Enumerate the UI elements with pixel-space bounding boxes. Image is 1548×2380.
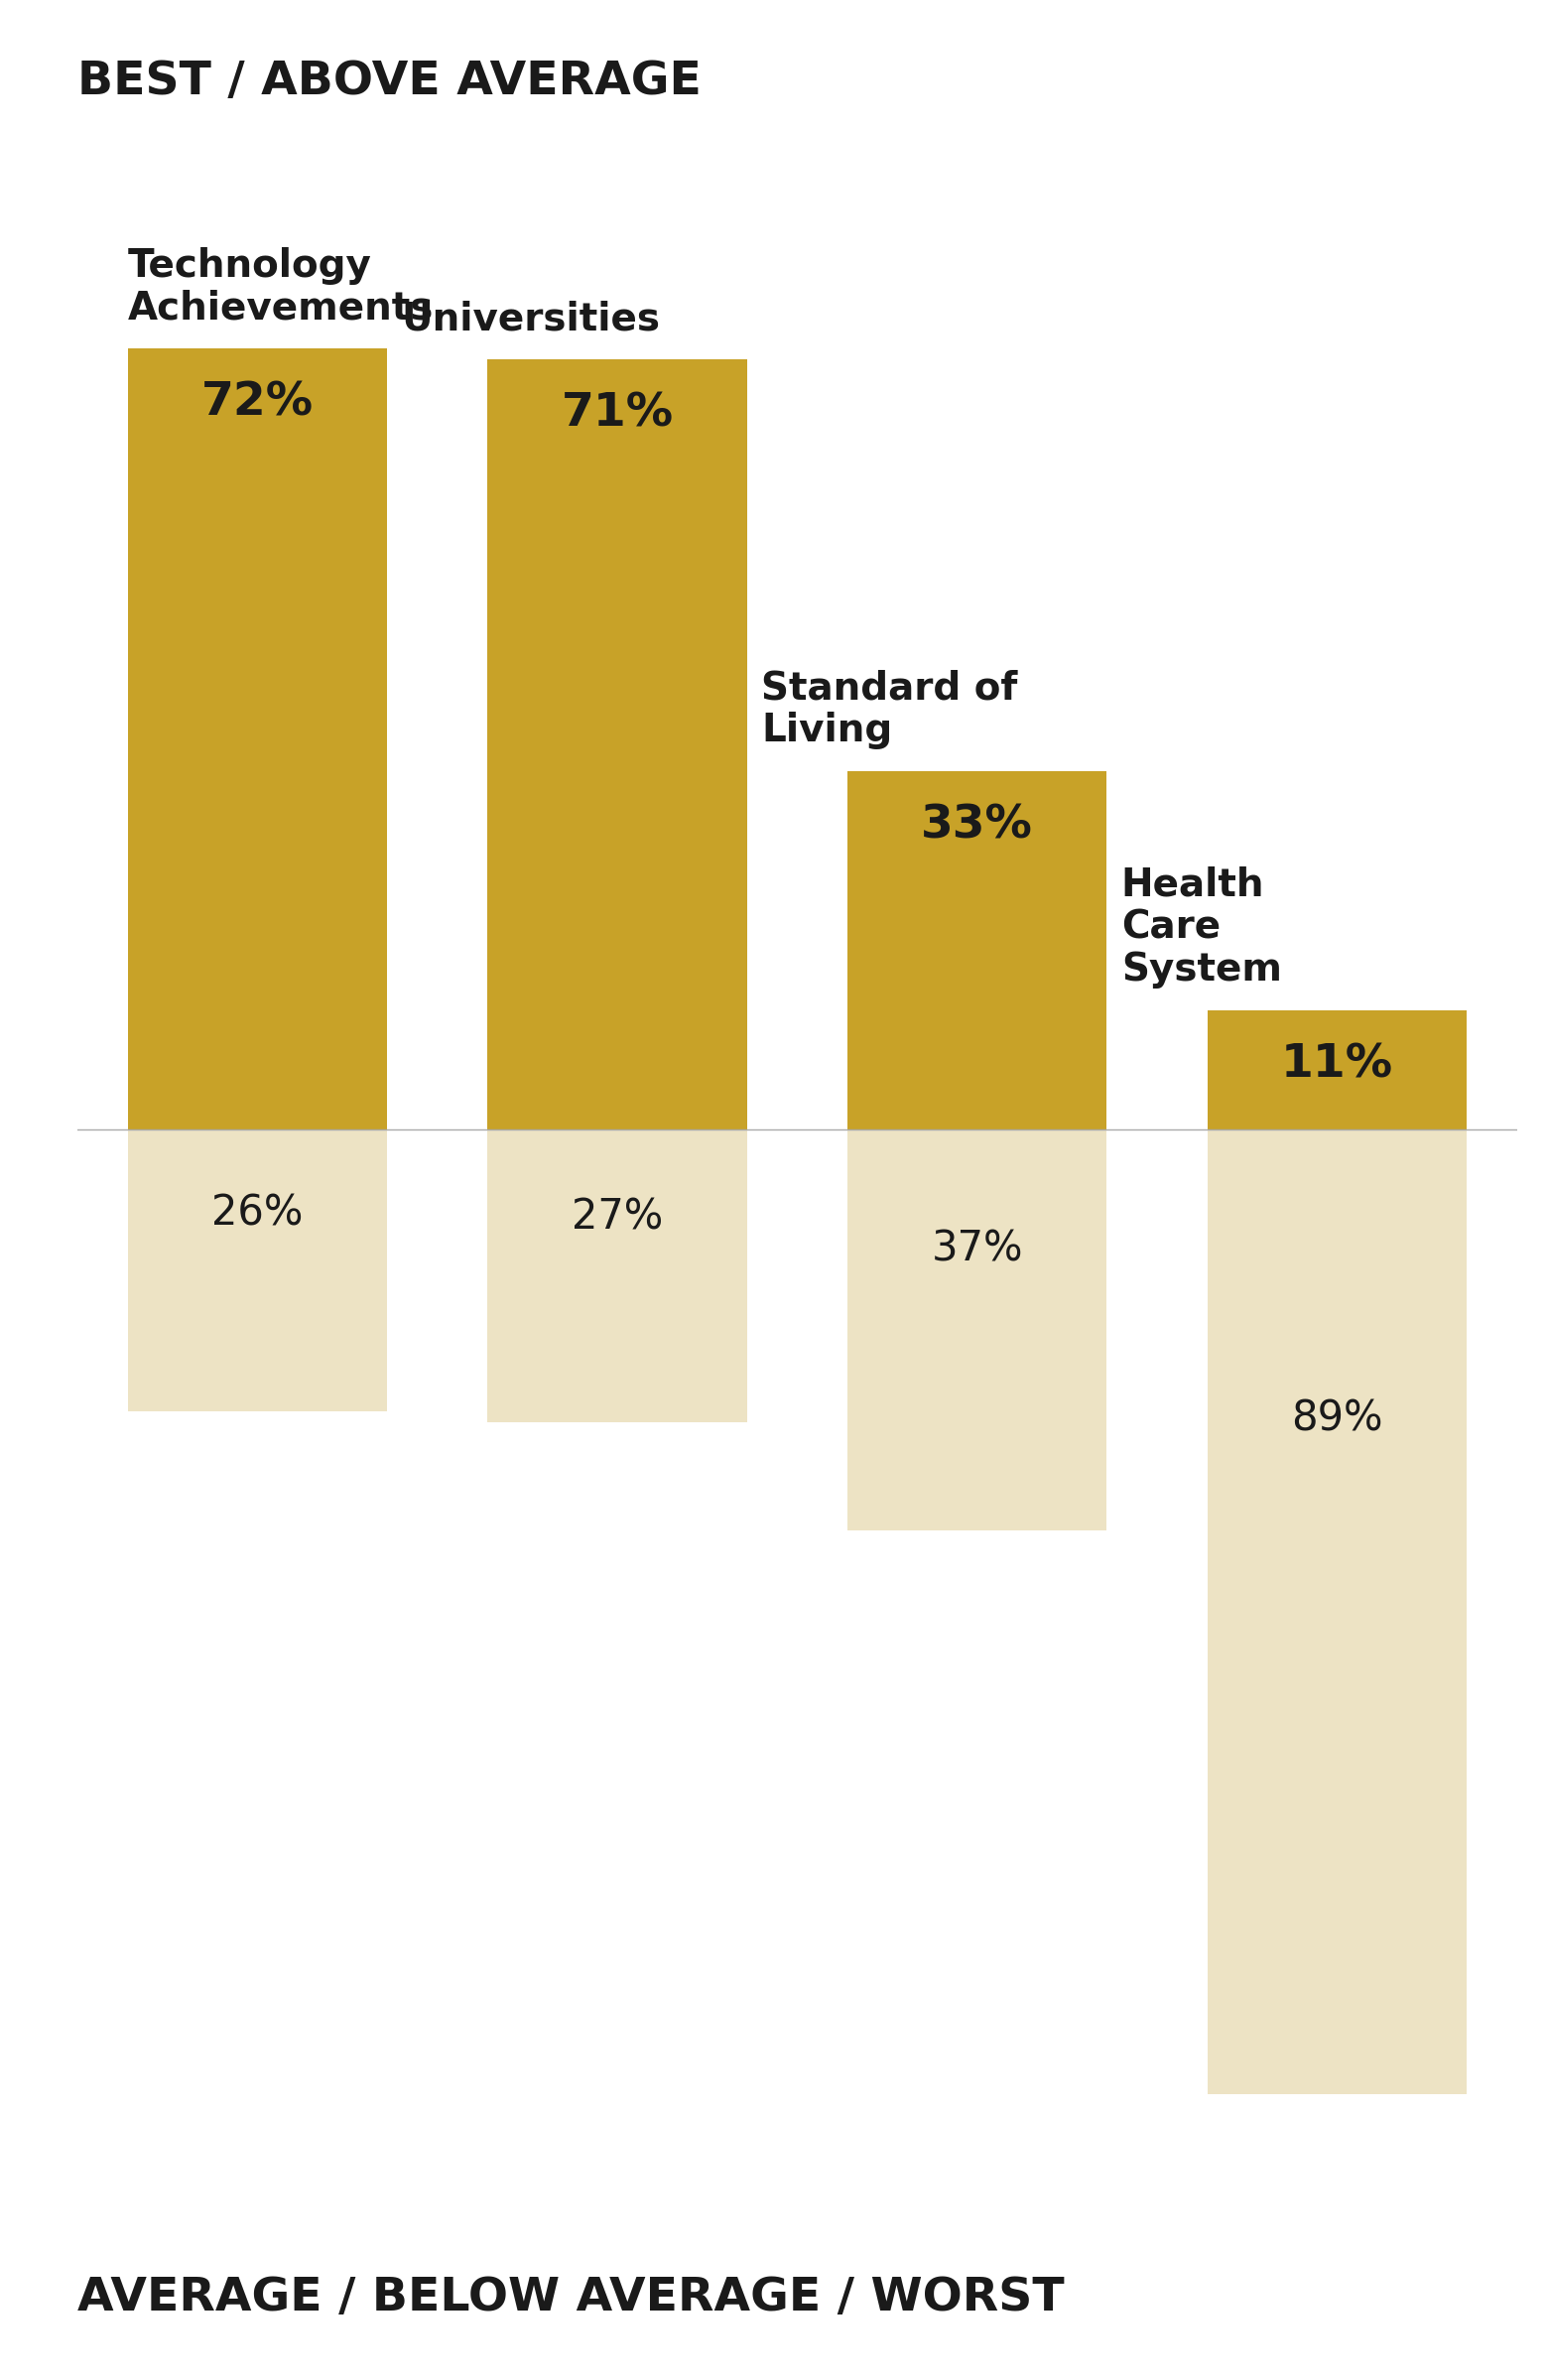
Text: 26%: 26% (212, 1192, 303, 1235)
Text: 27%: 27% (571, 1197, 663, 1238)
Text: 33%: 33% (921, 804, 1033, 850)
Bar (1207, 1128, 1466, 2094)
Text: 71%: 71% (560, 393, 673, 436)
Bar (1207, 1009, 1466, 1128)
Text: Universities: Universities (401, 300, 661, 338)
Bar (848, 771, 1107, 1128)
Text: 11%: 11% (1280, 1042, 1393, 1088)
Bar (128, 1128, 387, 1411)
Text: 89%: 89% (1291, 1397, 1382, 1440)
Bar (488, 359, 746, 1128)
Text: Standard of
Living: Standard of Living (762, 669, 1017, 750)
Bar (128, 347, 387, 1128)
Text: Health
Care
System: Health Care System (1121, 866, 1282, 988)
Text: Technology
Achievements: Technology Achievements (128, 248, 433, 326)
Text: 37%: 37% (932, 1228, 1023, 1271)
Bar (848, 1128, 1107, 1530)
Text: AVERAGE / BELOW AVERAGE / WORST: AVERAGE / BELOW AVERAGE / WORST (77, 2275, 1065, 2320)
Text: 72%: 72% (201, 381, 314, 426)
Text: BEST / ABOVE AVERAGE: BEST / ABOVE AVERAGE (77, 60, 701, 105)
Bar (488, 1128, 746, 1421)
